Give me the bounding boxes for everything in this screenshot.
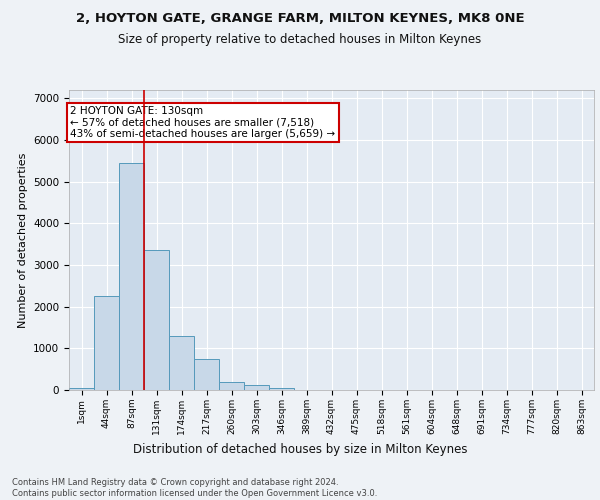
Text: Contains HM Land Registry data © Crown copyright and database right 2024.
Contai: Contains HM Land Registry data © Crown c… <box>12 478 377 498</box>
Y-axis label: Number of detached properties: Number of detached properties <box>17 152 28 328</box>
Text: Distribution of detached houses by size in Milton Keynes: Distribution of detached houses by size … <box>133 442 467 456</box>
Text: Size of property relative to detached houses in Milton Keynes: Size of property relative to detached ho… <box>118 32 482 46</box>
Bar <box>219 382 244 390</box>
Bar <box>169 336 194 390</box>
Text: 2 HOYTON GATE: 130sqm
← 57% of detached houses are smaller (7,518)
43% of semi-d: 2 HOYTON GATE: 130sqm ← 57% of detached … <box>70 106 335 139</box>
Bar <box>94 296 119 390</box>
Text: 2, HOYTON GATE, GRANGE FARM, MILTON KEYNES, MK8 0NE: 2, HOYTON GATE, GRANGE FARM, MILTON KEYN… <box>76 12 524 26</box>
Bar <box>69 388 94 390</box>
Bar <box>244 385 269 390</box>
Bar <box>194 359 219 390</box>
Bar <box>144 250 169 390</box>
Bar <box>269 388 294 390</box>
Bar <box>119 163 144 390</box>
